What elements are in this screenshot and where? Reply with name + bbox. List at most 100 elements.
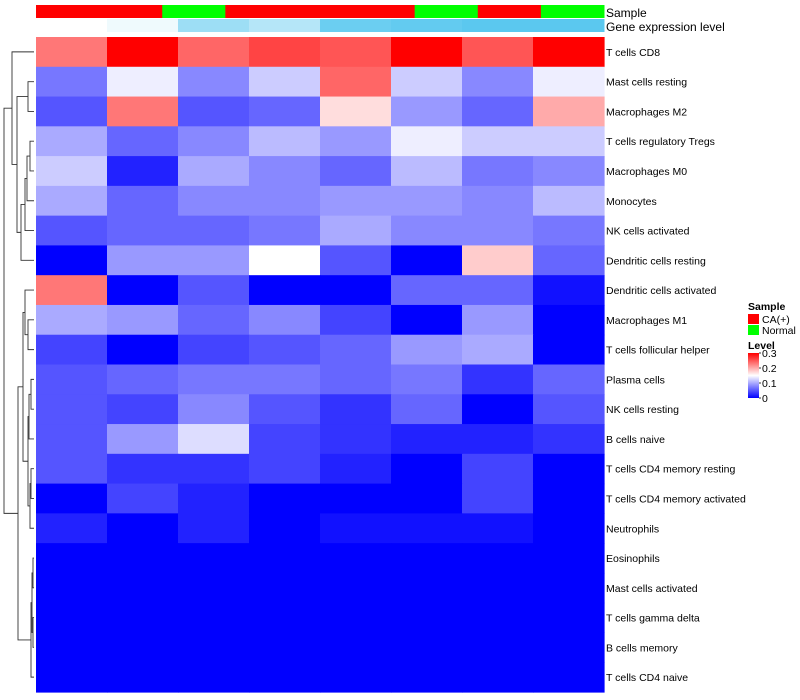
heatmap-cell [178, 334, 250, 366]
heatmap-cell [107, 364, 179, 395]
heatmap-cell [36, 394, 108, 425]
heatmap-cell [391, 394, 463, 425]
heatmap-cell [320, 632, 392, 663]
heatmap-cell [178, 304, 250, 336]
heatmap-cell [178, 513, 250, 544]
legend: Sample CA(+) Normal Level 0.3 0.2 0.1 0 [748, 301, 796, 405]
heatmap-cell [36, 424, 108, 455]
heatmap-cell [462, 364, 534, 395]
heatmap-cell [178, 602, 250, 634]
heatmap-cell [36, 513, 108, 544]
row-label: T cells follicular helper [606, 345, 710, 357]
dendrogram-branch [27, 319, 34, 351]
heatmap-cell [107, 334, 179, 366]
heatmap-cell [391, 126, 463, 157]
heatmap-cell [533, 424, 605, 455]
heatmap-cell [36, 96, 108, 127]
heatmap-cell [320, 275, 392, 306]
heatmap-cell [533, 453, 605, 485]
heatmap-cell [178, 66, 250, 98]
heatmap-cell [249, 334, 321, 366]
sample-annotation-cell [99, 5, 163, 18]
legend-tick-label: 0 [762, 393, 768, 405]
sample-annotation-label: Sample [606, 6, 647, 20]
heatmap-cell [462, 632, 534, 663]
dendrogram-branch [3, 107, 18, 514]
heatmap-cell [462, 185, 534, 217]
heatmap-cell [249, 126, 321, 157]
heatmap-cell [36, 572, 108, 604]
heatmap-cell [249, 453, 321, 485]
heatmap-cell [391, 543, 463, 574]
heatmap-cell [391, 66, 463, 98]
heatmap-cell [107, 275, 179, 306]
row-label: T cells CD4 memory resting [606, 464, 735, 476]
heatmap-cell [107, 513, 179, 544]
legend-tick-label: 0.2 [762, 363, 777, 375]
row-label: B cells memory [606, 642, 679, 654]
legend-item-normal: Normal [762, 325, 796, 337]
heatmap-cell [36, 602, 108, 634]
heatmap-cell [36, 275, 108, 306]
expression-annotation-cell [249, 19, 321, 32]
sample-annotation-cell [477, 5, 542, 18]
row-label: Neutrophils [606, 523, 659, 535]
heatmap-cell [533, 513, 605, 544]
heatmap-cell [36, 483, 108, 514]
expression-annotation-cell [462, 19, 534, 32]
sample-annotation-cell [288, 5, 353, 18]
heatmap-cell [533, 185, 605, 217]
dendrogram-branch [32, 557, 34, 589]
expression-annotation-cell [178, 19, 250, 32]
heatmap-cell [36, 215, 108, 247]
row-label: B cells naive [606, 434, 665, 446]
row-label: Macrophages M1 [606, 315, 687, 327]
heatmap-cell [533, 543, 605, 574]
row-label: Monocytes [606, 196, 657, 208]
heatmap-cell [249, 364, 321, 395]
heatmap-cell [320, 483, 392, 514]
heatmap-cell [249, 513, 321, 544]
heatmap-cell [107, 66, 179, 98]
legend-swatch-normal [748, 325, 759, 335]
heatmap-cell [178, 424, 250, 455]
heatmap-cell [320, 424, 392, 455]
heatmap-cell [320, 364, 392, 395]
heatmap-cell [462, 513, 534, 544]
heatmap-cell [249, 394, 321, 425]
heatmap-cell [36, 334, 108, 366]
dendrogram-branch [24, 177, 34, 231]
heatmap-cell [320, 453, 392, 485]
heatmap-cell [533, 96, 605, 127]
heatmap-cell [107, 126, 179, 157]
heatmap-cell [320, 96, 392, 127]
expression-annotation-cell [391, 19, 463, 32]
heatmap-cell [178, 453, 250, 485]
heatmap-cell [36, 245, 108, 276]
heatmap-cell [462, 37, 534, 68]
heatmap-cell [107, 662, 179, 693]
heatmap-cell [178, 96, 250, 127]
heatmap-cell [391, 245, 463, 276]
heatmap-cell [391, 572, 463, 604]
heatmap-cell [107, 572, 179, 604]
heatmap-cell [320, 156, 392, 187]
legend-color-bar [748, 353, 759, 398]
heatmap-cell [107, 543, 179, 574]
legend-sample-title: Sample [748, 301, 786, 313]
heatmap-cell [178, 483, 250, 514]
heatmap-cell [107, 304, 179, 336]
heatmap-cell [533, 245, 605, 276]
heatmap-cell [462, 96, 534, 127]
dendrogram-branch [30, 602, 34, 678]
heatmap-cell [462, 662, 534, 693]
heatmap-cell [391, 662, 463, 693]
row-label: T cells regulatory Tregs [606, 136, 715, 148]
heatmap-cell [533, 275, 605, 306]
heatmap-cell [462, 483, 534, 514]
heatmap-cell [36, 662, 108, 693]
heatmap-cell [533, 37, 605, 68]
heatmap-cell [107, 96, 179, 127]
heatmap-cell [320, 334, 392, 366]
heatmap-cell [391, 453, 463, 485]
